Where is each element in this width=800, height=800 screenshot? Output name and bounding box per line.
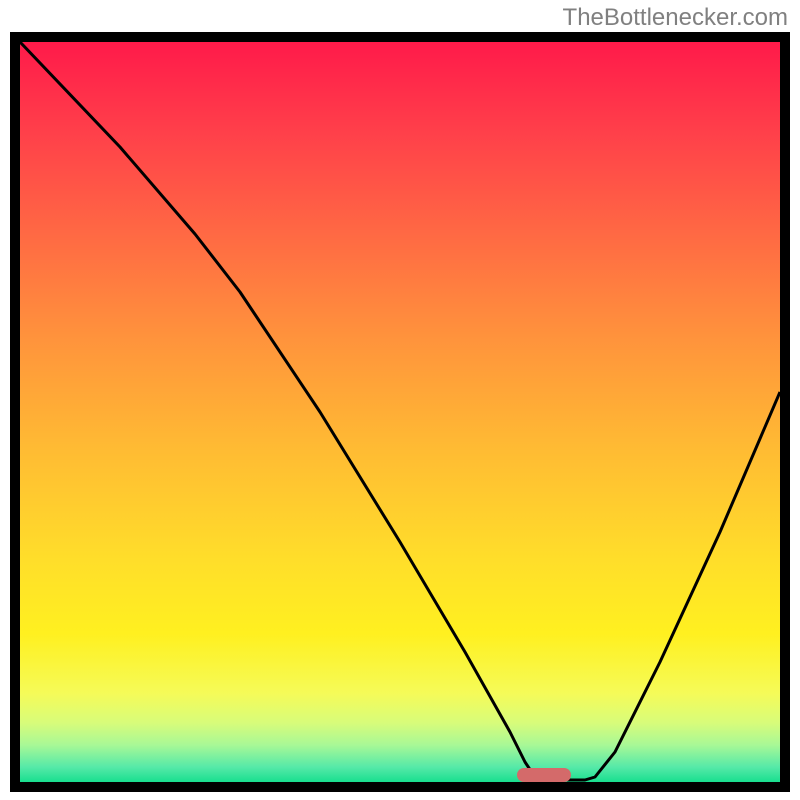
watermark-text: TheBottlenecker.com	[563, 4, 788, 32]
curve-path	[20, 42, 780, 780]
optimal-point-marker	[517, 768, 571, 782]
bottleneck-curve	[20, 42, 780, 782]
chart-frame	[10, 32, 790, 792]
